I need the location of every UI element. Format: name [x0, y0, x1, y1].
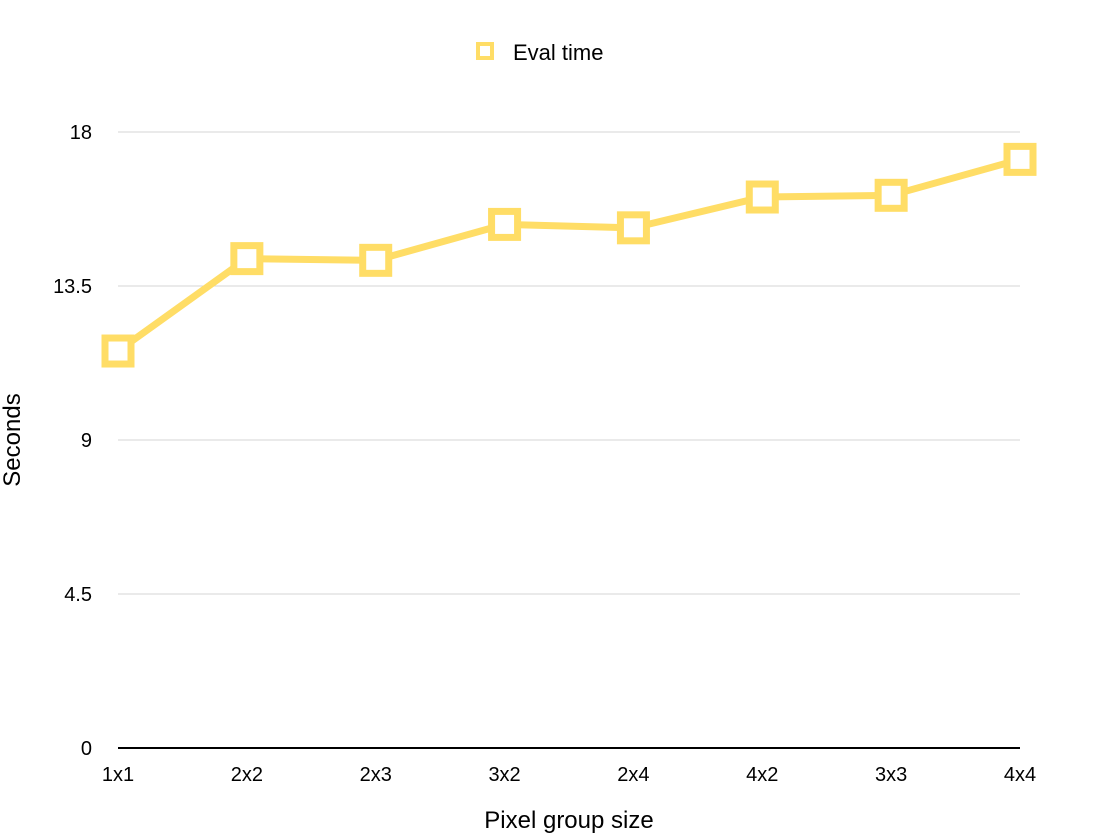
x-axis-title: Pixel group size — [484, 807, 653, 834]
data-point — [616, 211, 650, 245]
y-tick-label: 4.5 — [64, 584, 92, 606]
y-axis-title: Seconds — [0, 393, 26, 486]
data-point — [488, 207, 522, 241]
x-tick-label: 2x3 — [360, 764, 392, 786]
data-point — [230, 242, 264, 276]
y-tick-label: 0 — [81, 738, 92, 760]
y-tick-label: 9 — [81, 430, 92, 452]
legend: Eval time — [476, 40, 603, 65]
y-axis-tick-labels: 0 4.5 9 13.5 18 — [53, 122, 92, 760]
series-eval-time — [101, 142, 1037, 368]
x-axis-tick-labels: 1x1 2x2 2x3 3x2 2x4 4x2 3x3 4x4 — [102, 764, 1036, 786]
y-tick-label: 18 — [70, 122, 92, 144]
x-tick-label: 2x2 — [231, 764, 263, 786]
gridlines — [118, 131, 1020, 595]
x-tick-label: 1x1 — [102, 764, 134, 786]
x-tick-label: 3x3 — [875, 764, 907, 786]
x-tick-label: 2x4 — [617, 764, 649, 786]
x-tick-label: 4x4 — [1004, 764, 1036, 786]
x-tick-label: 4x2 — [746, 764, 778, 786]
data-point — [359, 243, 393, 277]
x-tick-label: 3x2 — [488, 764, 520, 786]
series-line-eval-time — [114, 155, 1024, 355]
data-point — [874, 178, 908, 212]
legend-label-eval-time: Eval time — [513, 40, 603, 65]
data-point — [101, 334, 135, 368]
legend-marker-eval-time — [476, 42, 494, 60]
y-tick-label: 13.5 — [53, 276, 92, 298]
data-point — [745, 180, 779, 214]
data-point — [1003, 142, 1037, 176]
